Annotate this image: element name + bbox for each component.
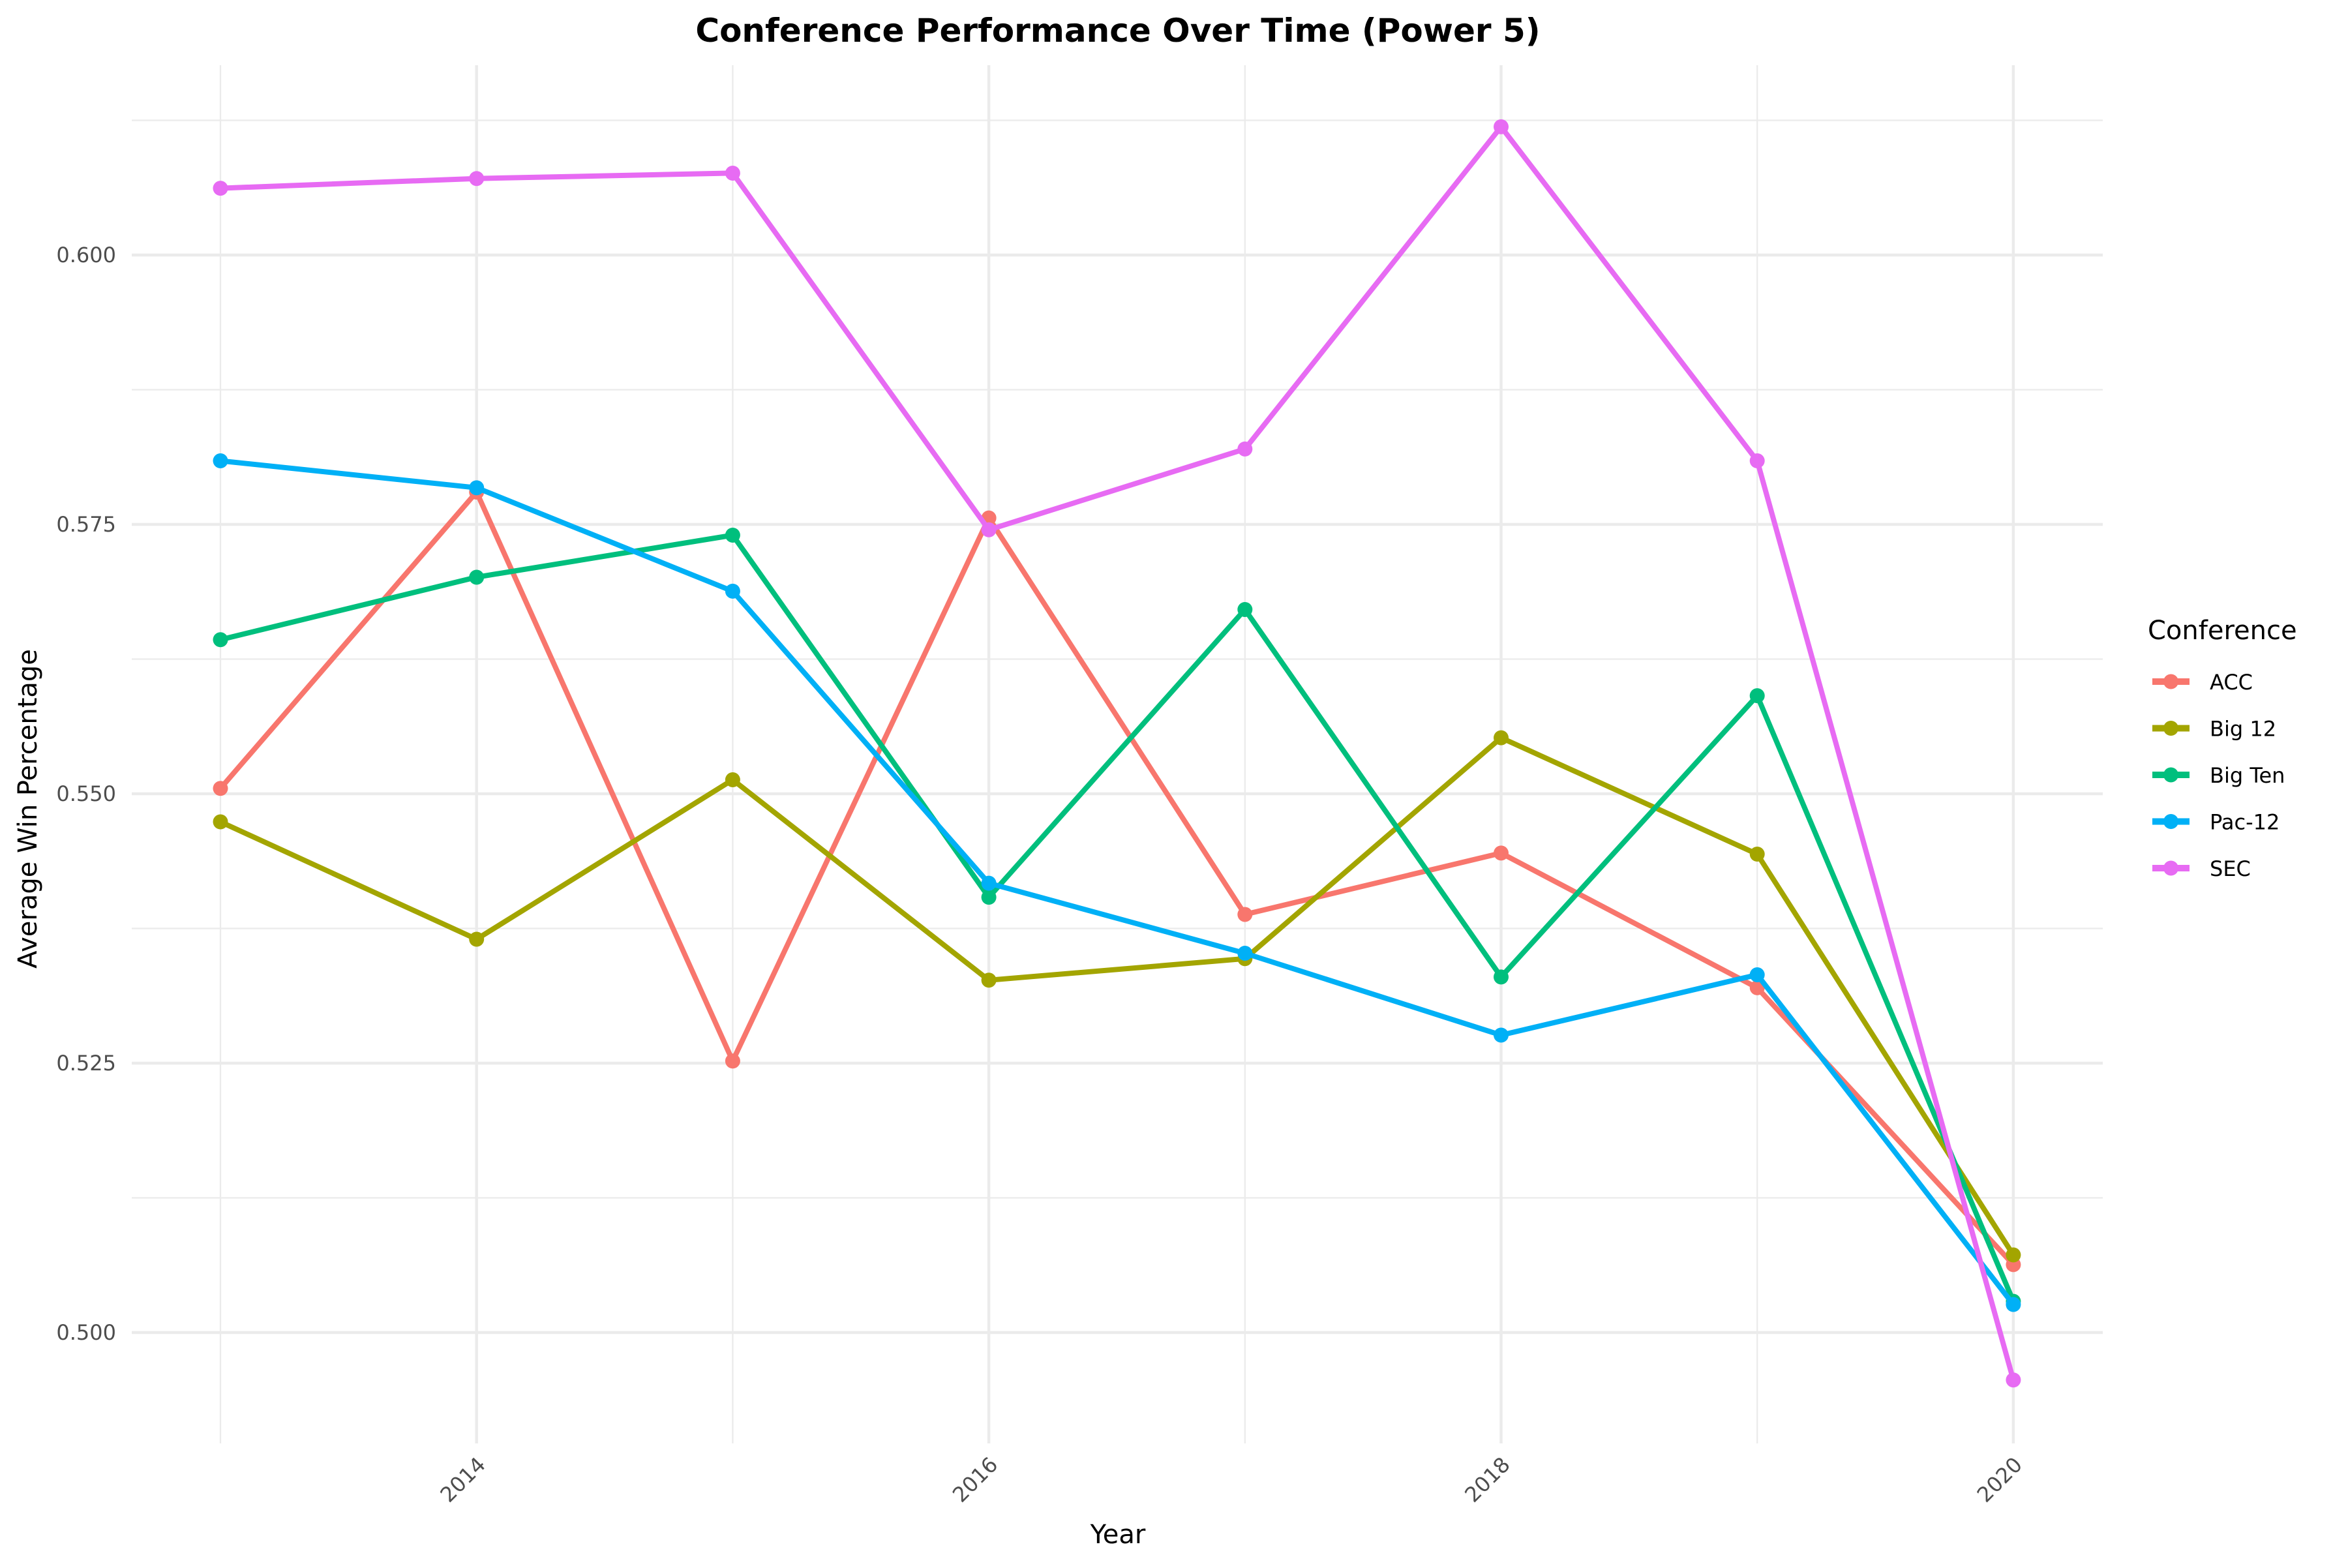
y-tick-label: 0.500: [56, 1320, 116, 1345]
series-line: [218, 489, 2015, 1267]
x-tick-label: 2014: [435, 1452, 490, 1507]
series-line: [220, 458, 2016, 1306]
data-point: [213, 632, 228, 648]
x-axis-title: Year: [1090, 1520, 1146, 1550]
data-point: [469, 480, 485, 496]
data-point: [1237, 441, 1253, 457]
y-tick-label: 0.525: [56, 1051, 116, 1076]
series-pac-12: [213, 453, 2021, 1312]
data-point: [469, 569, 485, 585]
legend-label: ACC: [2210, 670, 2253, 695]
chart-title: Conference Performance Over Time (Power …: [695, 12, 1540, 50]
legend-point-key: [2163, 674, 2178, 689]
series-line: [220, 532, 2016, 1303]
series-acc: [213, 484, 2021, 1273]
gridlines: [132, 65, 2103, 1443]
x-tick-label: 2016: [948, 1452, 1002, 1507]
y-axis-title: Average Win Percentage: [13, 649, 43, 969]
data-point: [1749, 967, 1765, 983]
legend-point-key: [2163, 860, 2178, 876]
data-point: [213, 781, 228, 796]
data-point: [981, 522, 997, 537]
data-point: [1749, 453, 1765, 469]
data-point: [1749, 847, 1765, 862]
data-point: [213, 453, 228, 469]
x-axis-ticks: 2014 2016 2018 2020: [435, 1452, 2027, 1507]
y-axis-ticks: 0.500 0.525 0.550 0.575 0.600: [56, 243, 116, 1345]
legend-title: Conference: [2148, 616, 2297, 646]
legend-item: SEC: [2152, 856, 2251, 881]
legend-item: Big Ten: [2152, 763, 2285, 788]
legend-label: Pac-12: [2210, 810, 2280, 835]
data-point: [2006, 1297, 2021, 1312]
data-point: [2006, 1372, 2021, 1388]
legend-item: ACC: [2152, 670, 2253, 695]
data-point: [981, 972, 997, 988]
y-tick-label: 0.575: [56, 512, 116, 537]
data-point: [1494, 969, 1509, 985]
data-point: [725, 772, 740, 788]
data-point: [1237, 907, 1253, 922]
data-point: [1237, 602, 1253, 618]
series-sec: [213, 119, 2021, 1388]
data-point: [469, 171, 485, 187]
data-point: [1494, 119, 1509, 134]
data-point: [1494, 1027, 1509, 1043]
legend-label: Big Ten: [2210, 763, 2285, 788]
legend-item: Pac-12: [2152, 810, 2280, 835]
legend-label: SEC: [2210, 856, 2251, 881]
plot-series: [213, 119, 2021, 1388]
data-point: [1494, 730, 1509, 746]
data-point: [469, 931, 485, 947]
legend-item: Big 12: [2152, 717, 2276, 742]
legend-point-key: [2163, 767, 2178, 783]
y-tick-label: 0.550: [56, 781, 116, 806]
data-point: [981, 890, 997, 905]
legend: Conference ACC Big 12 Big Ten Pac-12 SEC: [2148, 616, 2297, 881]
series-line: [220, 124, 2016, 1381]
legend-label: Big 12: [2210, 717, 2276, 742]
data-point: [213, 181, 228, 196]
data-point: [1237, 945, 1253, 961]
y-tick-label: 0.600: [56, 243, 116, 267]
legend-point-key: [2163, 721, 2178, 736]
data-point: [981, 875, 997, 891]
data-point: [213, 814, 228, 830]
legend-point-key: [2163, 814, 2178, 829]
data-point: [1494, 845, 1509, 861]
data-point: [1749, 688, 1765, 704]
data-point: [725, 1053, 740, 1069]
data-point: [1749, 980, 1765, 995]
x-tick-label: 2018: [1460, 1452, 1514, 1507]
data-point: [2006, 1247, 2021, 1263]
data-point: [725, 165, 740, 181]
series-line: [219, 735, 2016, 1257]
data-point: [725, 528, 740, 543]
data-point: [725, 583, 740, 599]
x-tick-label: 2020: [1972, 1452, 2027, 1507]
series-big-12: [213, 730, 2021, 1263]
